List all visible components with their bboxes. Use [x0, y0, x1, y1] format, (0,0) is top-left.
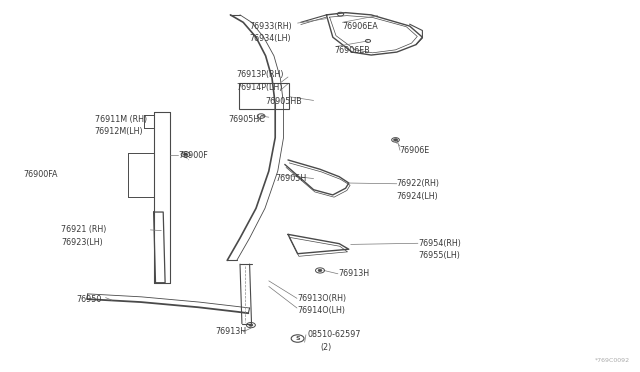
Text: 76913O(RH): 76913O(RH) — [298, 294, 347, 303]
Text: 76911M (RH): 76911M (RH) — [95, 115, 147, 124]
Text: 76906EA: 76906EA — [342, 22, 378, 31]
Text: 76913H: 76913H — [215, 327, 246, 336]
Text: 08510-62597: 08510-62597 — [307, 330, 361, 339]
Text: 76905HB: 76905HB — [266, 97, 302, 106]
Text: (2): (2) — [320, 343, 332, 352]
Text: *769C0092: *769C0092 — [595, 358, 630, 363]
Text: 76933(RH): 76933(RH) — [250, 22, 292, 31]
Text: 76914P(LH): 76914P(LH) — [237, 83, 283, 92]
Text: 76934(LH): 76934(LH) — [250, 34, 291, 43]
Text: 76921 (RH): 76921 (RH) — [61, 225, 107, 234]
Text: 76900F: 76900F — [178, 151, 207, 160]
Text: 76905HC: 76905HC — [228, 115, 266, 124]
Text: 76924(LH): 76924(LH) — [397, 192, 438, 201]
Text: 76913P(RH): 76913P(RH) — [237, 70, 284, 79]
Text: 76922(RH): 76922(RH) — [397, 179, 440, 188]
Text: S: S — [295, 336, 300, 341]
Text: 76900FA: 76900FA — [23, 170, 58, 179]
Text: 76954(RH): 76954(RH) — [419, 239, 461, 248]
Text: 76913H: 76913H — [338, 269, 369, 278]
Circle shape — [394, 139, 397, 141]
Circle shape — [249, 324, 253, 326]
Circle shape — [318, 269, 322, 272]
Circle shape — [291, 335, 304, 342]
Circle shape — [184, 153, 188, 155]
Text: 76914O(LH): 76914O(LH) — [298, 307, 346, 315]
Text: 76905H: 76905H — [275, 174, 307, 183]
Text: 76950: 76950 — [77, 295, 102, 304]
Text: 76906E: 76906E — [399, 146, 429, 155]
Text: 76955(LH): 76955(LH) — [419, 251, 460, 260]
Text: 76912M(LH): 76912M(LH) — [95, 127, 143, 136]
Text: 76923(LH): 76923(LH) — [61, 238, 103, 247]
Text: 76906EB: 76906EB — [334, 46, 370, 55]
